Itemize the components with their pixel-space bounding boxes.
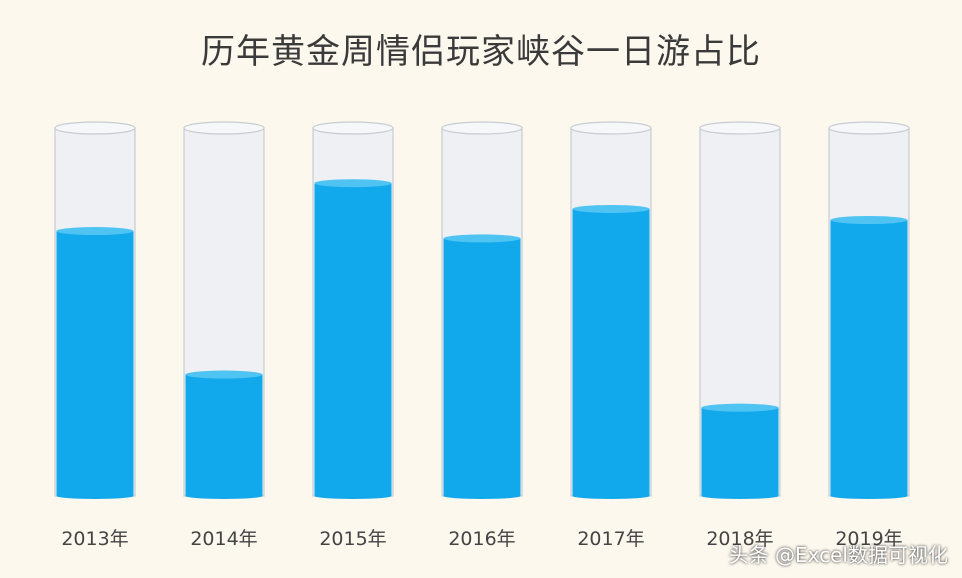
bar-base xyxy=(572,493,650,499)
chart-title: 历年黄金周情侣玩家峡谷一日游占比 xyxy=(201,32,761,72)
watermark-text: 头条 @Excel数据可视化 xyxy=(728,543,948,567)
bar-group: 2018年 xyxy=(699,121,781,550)
bar-base xyxy=(443,493,521,499)
bar xyxy=(314,183,392,496)
tube-rim xyxy=(828,121,910,135)
x-tick-label: 2013年 xyxy=(61,528,128,550)
bar-liquid-surface xyxy=(572,204,650,213)
bar-liquid-surface xyxy=(830,216,908,224)
bar xyxy=(572,208,650,496)
x-tick-label: 2019年 xyxy=(835,528,902,550)
tube-rim xyxy=(570,121,652,135)
x-tick-label: 2017年 xyxy=(577,528,644,550)
bar-group: 2016年 xyxy=(441,121,523,550)
bar-group: 2014年 xyxy=(183,121,265,550)
bar xyxy=(701,407,779,496)
tube-rim xyxy=(312,121,394,135)
bar xyxy=(185,374,263,496)
x-tick-label: 2018年 xyxy=(706,528,773,550)
tube-rim xyxy=(54,121,136,135)
bar-liquid-surface xyxy=(185,370,263,379)
bar-base xyxy=(56,493,134,499)
bar-base xyxy=(314,493,392,499)
bar-base xyxy=(830,493,908,499)
bar-group: 2013年 xyxy=(54,121,136,550)
x-tick-label: 2014年 xyxy=(190,528,257,550)
tube-rim xyxy=(699,121,781,135)
bar-liquid-surface xyxy=(443,234,521,243)
bar-group: 2019年 xyxy=(828,121,910,550)
bar xyxy=(443,238,521,496)
bar-liquid-surface xyxy=(314,179,392,188)
bar xyxy=(830,220,908,496)
bar-liquid-surface xyxy=(56,227,134,236)
bar-base xyxy=(185,493,263,499)
tube-rim xyxy=(183,121,265,135)
x-tick-label: 2015年 xyxy=(319,528,386,550)
bar-group: 2017年 xyxy=(570,121,652,550)
bar-base xyxy=(701,493,779,499)
bar-liquid-surface xyxy=(701,403,779,412)
x-tick-label: 2016年 xyxy=(448,528,515,550)
bar xyxy=(56,231,134,497)
bar-group: 2015年 xyxy=(312,121,394,550)
tube-rim xyxy=(441,121,523,135)
